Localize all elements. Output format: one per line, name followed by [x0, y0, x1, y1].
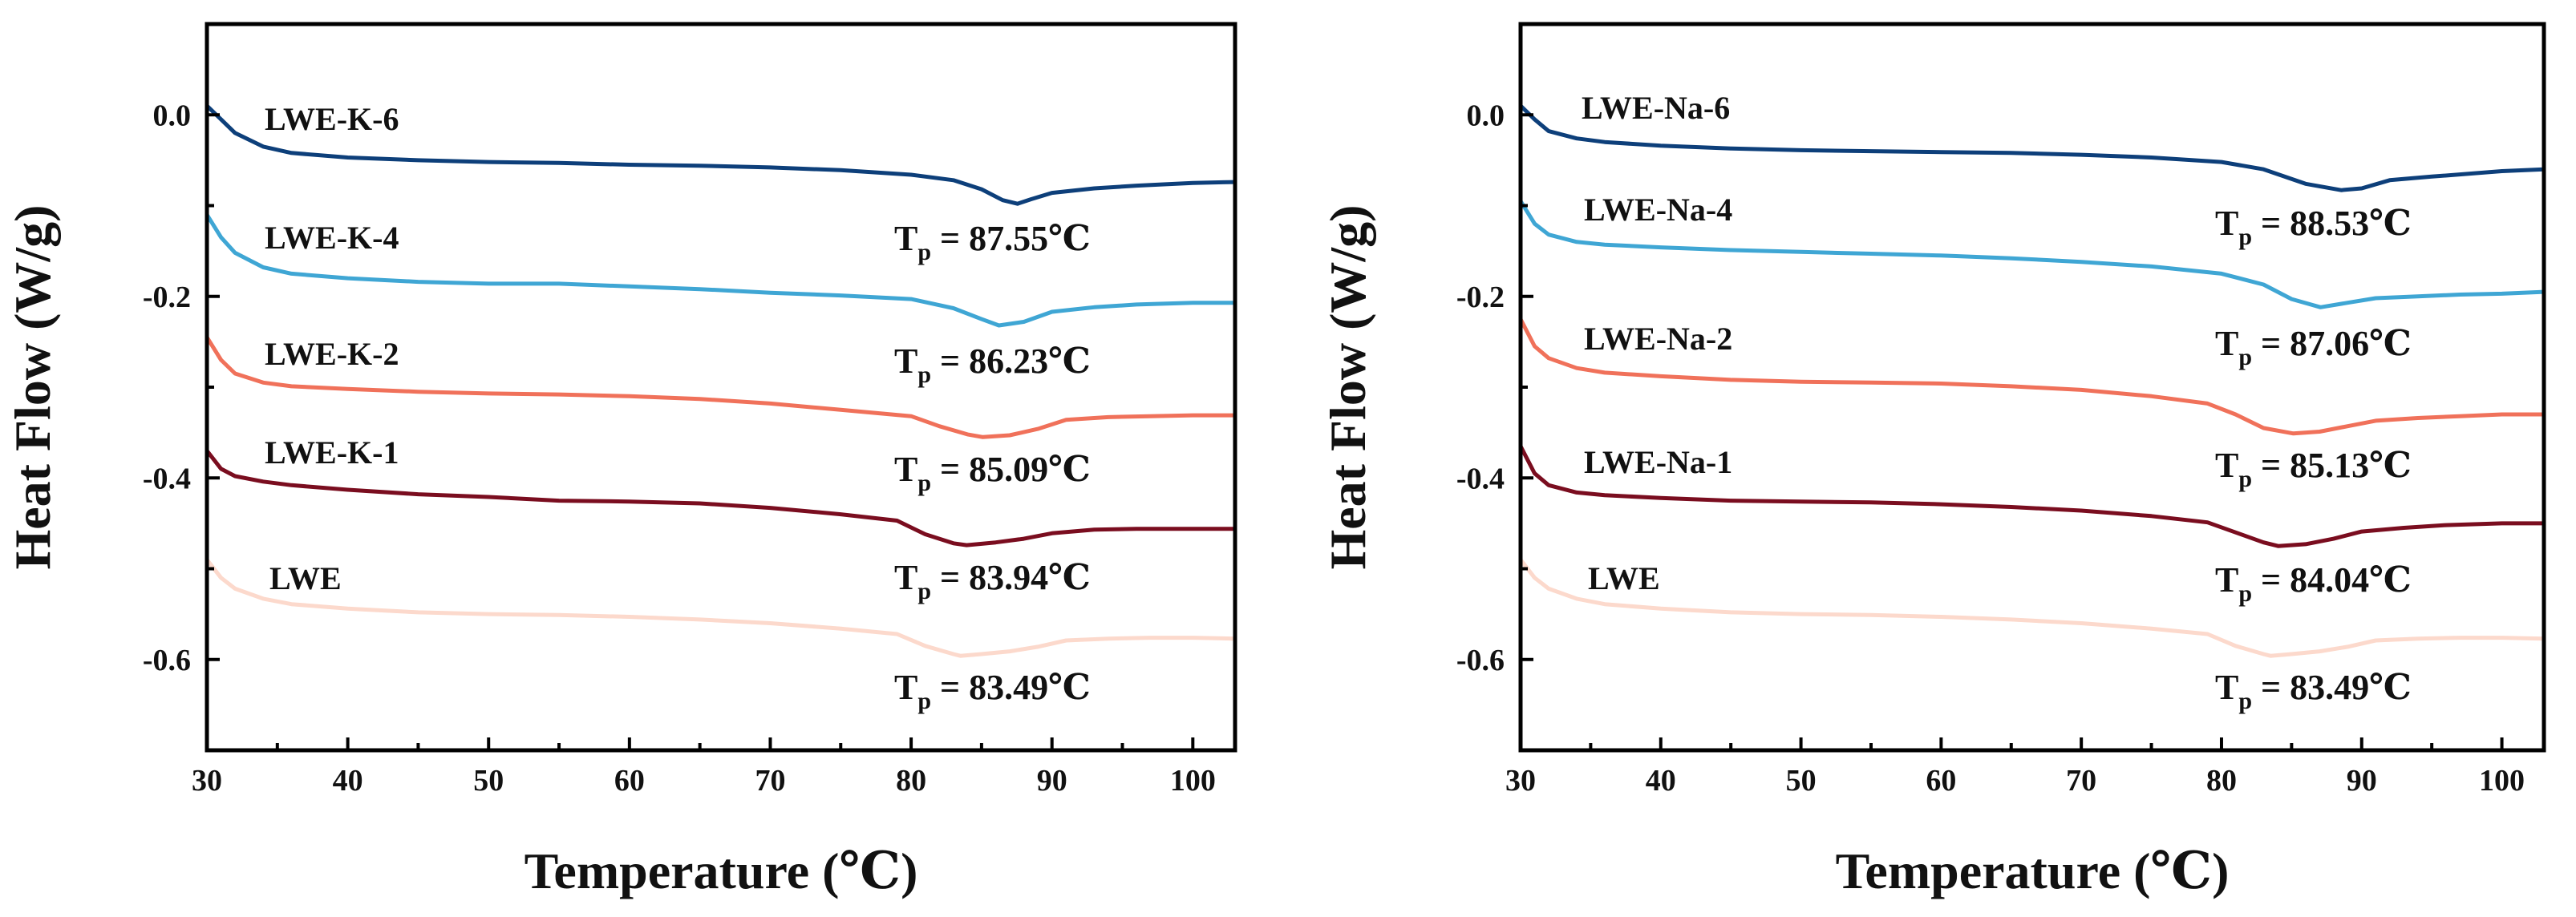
y-tick-label: -0.2: [1456, 281, 1505, 314]
peak-temperature-annotation: Tp = 83.49℃: [2215, 668, 2412, 714]
series-label: LWE-Na-1: [1584, 444, 1732, 480]
chart-left-potassium: 30 40 50 60 70 80 90 100 0.0 -0.2 -0.4 -0.6 Temperat…: [4, 22, 1237, 899]
x-tick-label: 100: [1170, 764, 1216, 798]
peak-temperature-annotation: Tp = 85.13℃: [2215, 446, 2412, 492]
series-label: LWE-Na-6: [1582, 90, 1730, 126]
series-line-lwe-k-2: [205, 336, 1235, 439]
peak-temperature-annotation: Tp = 83.94℃: [894, 558, 1091, 604]
x-tick-label: 70: [755, 764, 785, 798]
x-tick-label: 40: [333, 764, 363, 798]
series-label: LWE-K-1: [265, 434, 399, 471]
peak-temperature-annotation: Tp = 87.06℃: [2215, 324, 2412, 370]
y-tick-label: -0.6: [143, 644, 191, 677]
x-tick-label: 70: [2066, 764, 2096, 798]
x-tick-label: 30: [192, 764, 222, 798]
y-tick-label: -0.6: [1456, 644, 1505, 677]
series-label: LWE-Na-4: [1584, 192, 1732, 228]
series-line-lwe-k-1: [205, 449, 1235, 547]
x-tick-label: 40: [1646, 764, 1676, 798]
series-line-lwe-k-6: [205, 104, 1236, 206]
y-tick-label: -0.2: [143, 281, 191, 314]
x-tick-label: 90: [1037, 764, 1067, 798]
peak-temperature-annotation: Tp = 88.53℃: [2215, 204, 2412, 250]
series-line-lwe-na-2: [1518, 317, 2544, 436]
peak-temperature-annotation: Tp = 84.04℃: [2215, 560, 2412, 607]
series-line-lwe-na-4: [1518, 200, 2545, 309]
x-tick-label: 100: [2479, 764, 2525, 798]
y-tick-label: 0.0: [1467, 99, 1505, 132]
series-line-lwe: [205, 558, 1236, 658]
x-axis-title: Temperature (℃): [525, 842, 918, 899]
series-label: LWE-K-6: [265, 101, 399, 137]
x-tick-label: 60: [1926, 764, 1956, 798]
x-tick-label: 50: [473, 764, 504, 798]
peak-temperature-annotation: Tp = 86.23℃: [894, 341, 1091, 388]
x-tick-label: 80: [896, 764, 926, 798]
y-tick-label: -0.4: [1456, 462, 1505, 495]
series-line-lwe-na-1: [1518, 445, 2544, 548]
y-tick-label: 0.0: [153, 99, 192, 132]
series-label: LWE: [1588, 560, 1660, 596]
x-tick-label: 30: [1505, 764, 1536, 798]
x-tick-label: 50: [1786, 764, 1817, 798]
x-tick-label: 80: [2206, 764, 2237, 798]
series-line-lwe-na-6: [1519, 104, 2545, 192]
chart-right-sodium: 30 40 50 60 70 80 90 100 0.0 -0.2 -0.4 -0.6 Temperat…: [1319, 22, 2546, 899]
series-line-lwe: [1519, 558, 2545, 658]
x-tick-label: 60: [614, 764, 645, 798]
y-axis-title: Heat Flow (W/g): [1319, 205, 1376, 570]
series-label: LWE-K-4: [265, 220, 399, 256]
y-tick-label: -0.4: [143, 462, 191, 495]
series-line-lwe-k-4: [205, 213, 1235, 328]
peak-temperature-annotation: Tp = 85.09℃: [894, 450, 1091, 496]
peak-temperature-annotation: Tp = 87.55℃: [894, 219, 1091, 265]
x-tick-label: 90: [2347, 764, 2377, 798]
peak-temperature-annotation: Tp = 83.49℃: [894, 668, 1091, 714]
series-label: LWE: [269, 560, 342, 596]
series-label: LWE-K-2: [265, 336, 399, 372]
series-label: LWE-Na-2: [1584, 321, 1732, 357]
y-axis-title: Heat Flow (W/g): [4, 205, 61, 570]
x-axis-title: Temperature (℃): [1836, 842, 2230, 899]
